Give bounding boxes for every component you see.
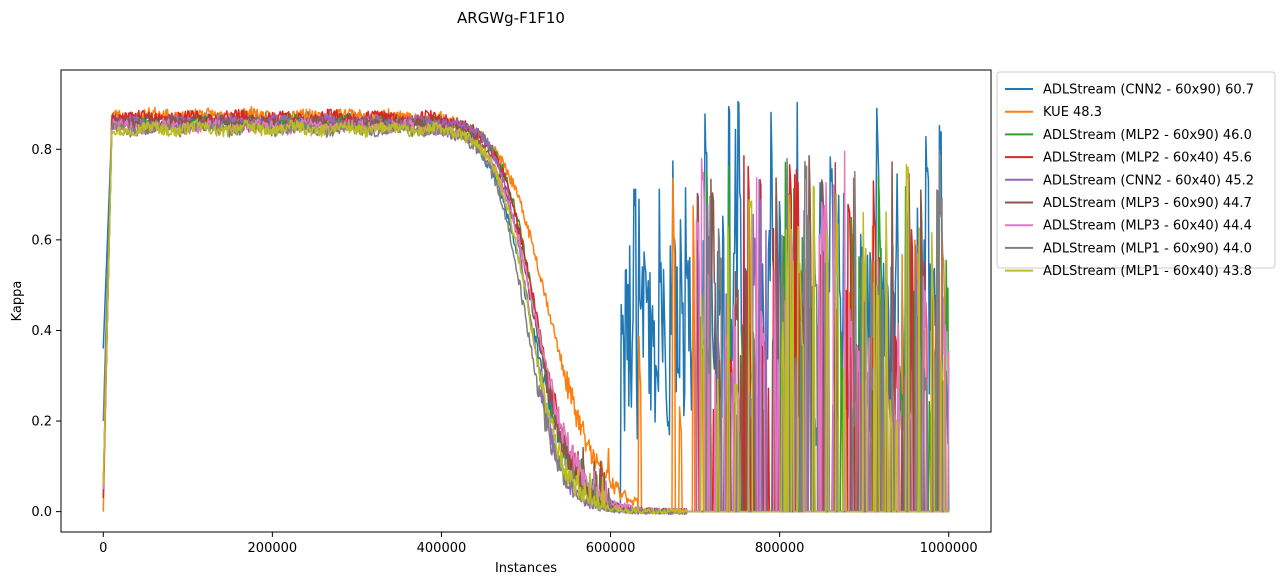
legend-label: ADLStream (CNN2 - 60x90) 60.7 (1043, 83, 1254, 98)
legend: ADLStream (CNN2 - 60x90) 60.7 KUE 48.3 ADL… (996, 71, 1276, 279)
legend-label: ADLStream (CNN2 - 60x40) 45.2 (1043, 173, 1254, 188)
y-axis-ticks: 0.0 0.2 0.4 0.6 0.8 (31, 143, 61, 520)
x-tick-label: 0 (99, 541, 107, 556)
series-line (102, 119, 949, 515)
x-tick-label: 600000 (586, 541, 636, 556)
x-axis-ticks: 0 200000 400000 600000 800000 1000000 (99, 532, 978, 556)
x-tick-label: 200000 (248, 541, 298, 556)
x-tick-label: 800000 (755, 541, 805, 556)
plot-frame (60, 69, 992, 533)
legend-box (996, 71, 1276, 269)
legend-label: ADLStream (MLP3 - 60x40) 44.4 (1043, 219, 1252, 234)
legend-label: ADLStream (MLP2 - 60x90) 46.0 (1043, 128, 1252, 143)
y-tick-label: 0.2 (31, 415, 52, 430)
y-tick-label: 0.0 (31, 505, 52, 520)
legend-label: ADLStream (MLP3 - 60x90) 44.7 (1043, 196, 1252, 211)
legend-label: ADLStream (MLP1 - 60x90) 44.0 (1043, 241, 1252, 256)
x-tick-label: 400000 (417, 541, 467, 556)
x-tick-label: 1000000 (920, 541, 978, 556)
legend-items: ADLStream (CNN2 - 60x90) 60.7 KUE 48.3 ADL… (1005, 83, 1254, 279)
chart-title: ARGWg-F1F10 (457, 9, 565, 27)
legend-label: KUE 48.3 (1043, 105, 1102, 120)
y-tick-label: 0.4 (31, 324, 52, 339)
x-axis-title: Instances (495, 561, 557, 576)
y-tick-label: 0.6 (31, 233, 52, 248)
y-axis-title: Kappa (10, 281, 25, 322)
legend-label: ADLStream (MLP1 - 60x40) 43.8 (1043, 264, 1252, 279)
plot-lines (102, 100, 950, 516)
legend-label: ADLStream (MLP2 - 60x40) 45.6 (1043, 151, 1252, 166)
y-tick-label: 0.8 (31, 143, 52, 158)
